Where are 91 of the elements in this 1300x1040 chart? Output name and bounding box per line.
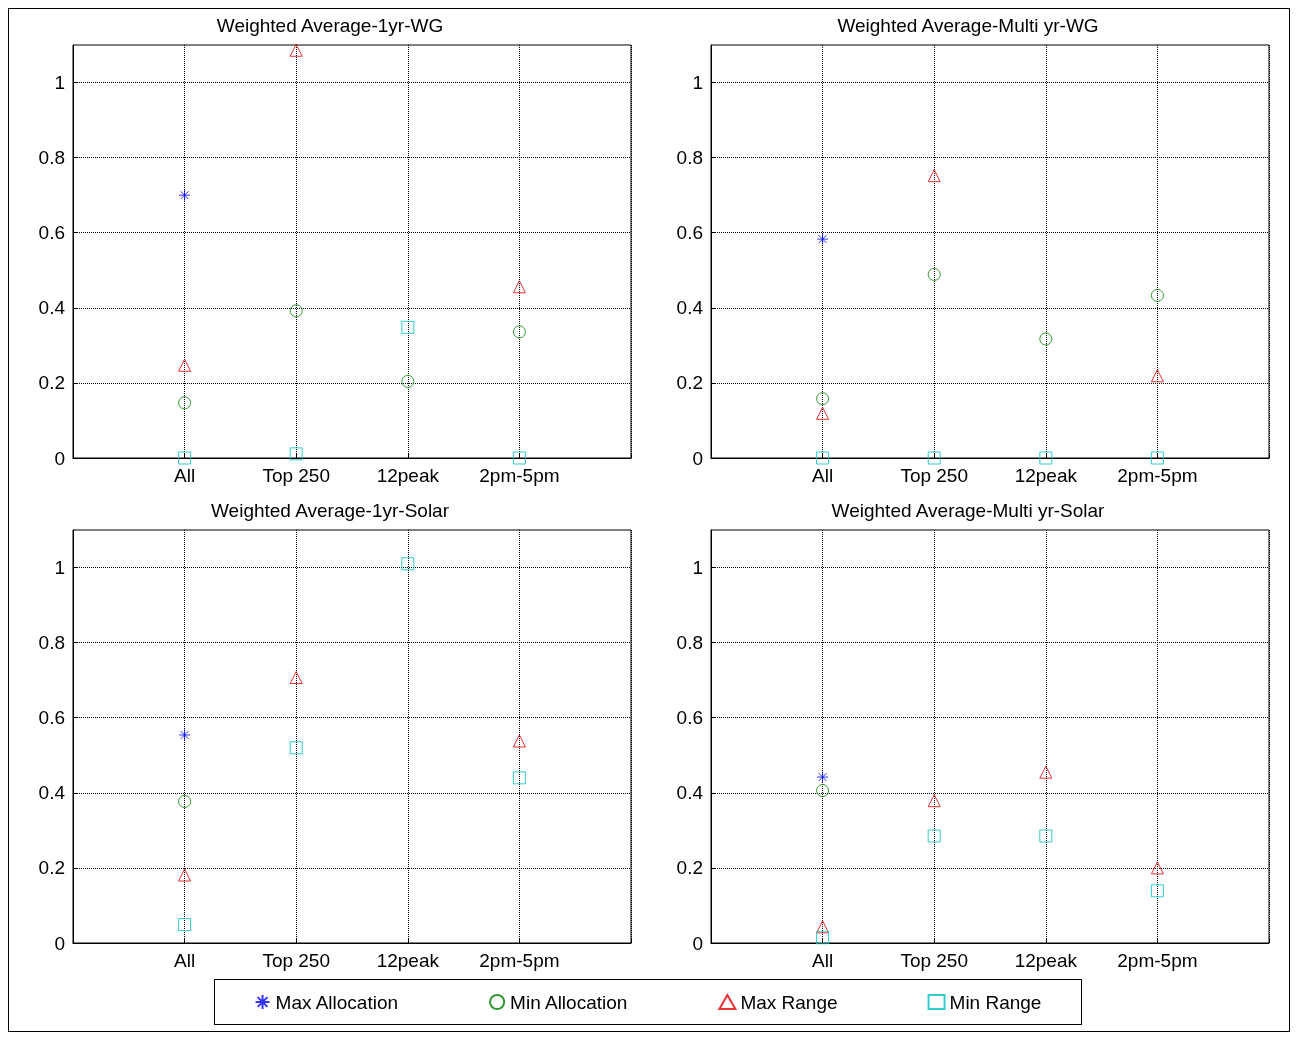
y-tick-label: 0 <box>54 447 65 469</box>
point <box>289 741 303 755</box>
point <box>927 829 941 843</box>
x-tick-label: 12peak <box>376 465 440 486</box>
y-tick-label: 1 <box>692 557 703 579</box>
legend-label: Min Range <box>949 991 1042 1013</box>
point <box>289 671 303 685</box>
point <box>289 447 303 461</box>
point <box>178 794 192 808</box>
chart-title: Weighted Average-1yr-Solar <box>211 500 450 521</box>
point <box>178 189 191 202</box>
point <box>816 771 829 784</box>
point <box>1039 765 1053 779</box>
y-tick-label: 0.6 <box>676 707 703 729</box>
point <box>289 43 303 57</box>
x-tick-label: 12peak <box>376 950 440 971</box>
point <box>401 320 415 334</box>
point <box>178 729 191 741</box>
y-tick-label: 0.4 <box>38 782 66 804</box>
point <box>512 451 526 465</box>
x-tick-label: 2pm-5pm <box>1117 465 1198 486</box>
y-tick-label: 0.2 <box>38 372 65 394</box>
chart-title: Weighted Average-Multi yr-Solar <box>831 500 1106 521</box>
y-tick-label: 0 <box>54 932 65 954</box>
point <box>1039 829 1053 843</box>
point <box>178 868 192 882</box>
y-tick-label: 0.2 <box>676 372 703 394</box>
x-tick-label: Top 250 <box>262 950 331 971</box>
point <box>1150 884 1164 898</box>
point <box>512 771 526 785</box>
y-tick-label: 0.8 <box>676 147 703 169</box>
point <box>927 794 941 808</box>
x-tick-label: All <box>174 465 196 486</box>
point <box>401 374 415 388</box>
x-tick-label: 2pm-5pm <box>1117 950 1198 971</box>
chart-title: Weighted Average-Multi yr-WG <box>837 15 1099 36</box>
point <box>1150 369 1164 383</box>
y-tick-label: 0.4 <box>676 782 704 804</box>
y-tick-label: 1 <box>692 72 703 94</box>
y-tick-label: 1 <box>54 72 65 94</box>
y-tick-label: 0.8 <box>38 632 65 654</box>
y-tick-label: 0.2 <box>38 857 65 879</box>
y-tick-label: 0 <box>692 447 703 469</box>
x-tick-label: 12peak <box>1014 950 1078 971</box>
point <box>1039 332 1053 346</box>
point <box>512 325 526 339</box>
x-tick-label: Top 250 <box>900 465 969 486</box>
y-tick-label: 0.6 <box>676 222 703 244</box>
point <box>816 920 830 934</box>
point <box>816 451 830 465</box>
point <box>401 557 415 571</box>
point <box>289 304 303 318</box>
x-tick-label: 12peak <box>1014 465 1078 486</box>
legend-label: Max Allocation <box>275 991 399 1013</box>
point <box>927 267 941 281</box>
y-tick-label: 0.6 <box>38 707 65 729</box>
legend-label: Max Range <box>740 991 838 1013</box>
x-tick-label: All <box>812 465 834 486</box>
x-tick-label: 2pm-5pm <box>479 465 560 486</box>
point <box>512 734 526 748</box>
point <box>1150 861 1164 875</box>
point <box>927 451 941 465</box>
legend-label: Min Allocation <box>510 991 628 1013</box>
y-tick-label: 0.4 <box>38 297 66 319</box>
x-tick-label: Top 250 <box>900 950 969 971</box>
y-tick-label: 1 <box>54 557 65 579</box>
y-tick-label: 0.8 <box>676 632 703 654</box>
y-tick-label: 0.8 <box>38 147 65 169</box>
point <box>1150 451 1164 465</box>
point <box>178 396 192 410</box>
point <box>178 918 192 932</box>
point <box>816 931 830 945</box>
x-tick-label: All <box>812 950 834 971</box>
point <box>512 280 526 294</box>
x-tick-label: Top 250 <box>262 465 331 486</box>
point <box>816 392 830 406</box>
y-tick-label: 0.4 <box>676 297 704 319</box>
point <box>816 784 830 798</box>
chart-title: Weighted Average-1yr-WG <box>216 15 444 36</box>
point <box>816 406 830 420</box>
x-tick-label: 2pm-5pm <box>479 950 560 971</box>
point <box>178 358 192 372</box>
point <box>1039 451 1053 465</box>
point <box>927 169 941 183</box>
point <box>1150 288 1164 302</box>
x-tick-label: All <box>174 950 196 971</box>
y-tick-label: 0.2 <box>676 857 703 879</box>
y-tick-label: 0.6 <box>38 222 65 244</box>
y-tick-label: 0 <box>692 932 703 954</box>
point <box>178 451 192 465</box>
point <box>816 233 829 246</box>
